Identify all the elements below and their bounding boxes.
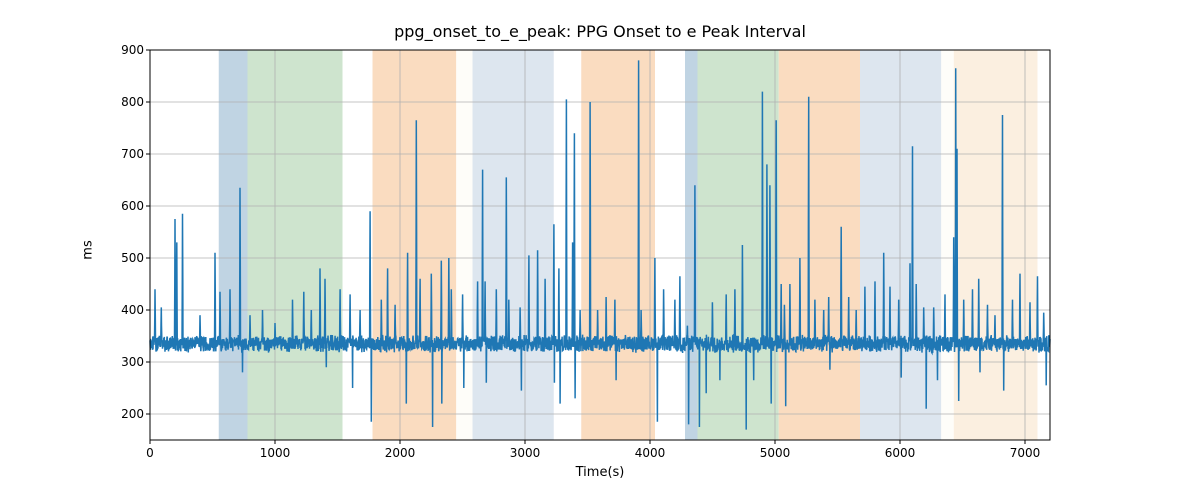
shaded-band xyxy=(473,50,554,440)
shaded-band xyxy=(581,50,655,440)
x-axis-label: Time(s) xyxy=(0,465,1200,480)
x-tick-label: 3000 xyxy=(510,446,541,460)
x-tick-label: 4000 xyxy=(635,446,666,460)
y-tick-label: 500 xyxy=(121,251,144,265)
shaded-band xyxy=(941,50,954,440)
x-tick-label: 7000 xyxy=(1010,446,1041,460)
x-tick-label: 2000 xyxy=(385,446,416,460)
figure: ppg_onset_to_e_peak: PPG Onset to e Peak… xyxy=(0,0,1200,500)
chart-svg xyxy=(150,50,1050,440)
y-tick-label: 700 xyxy=(121,147,144,161)
y-tick-label: 300 xyxy=(121,355,144,369)
x-tick-label: 0 xyxy=(146,446,154,460)
shaded-band xyxy=(248,50,343,440)
y-tick-label: 600 xyxy=(121,199,144,213)
x-tick-label: 1000 xyxy=(260,446,291,460)
y-tick-label: 200 xyxy=(121,407,144,421)
y-tick-label: 900 xyxy=(121,43,144,57)
shaded-band xyxy=(860,50,941,440)
shaded-band xyxy=(373,50,457,440)
shaded-band xyxy=(779,50,860,440)
plot-area: 0100020003000400050006000700020030040050… xyxy=(150,50,1050,440)
chart-title: ppg_onset_to_e_peak: PPG Onset to e Peak… xyxy=(0,22,1200,41)
y-tick-label: 400 xyxy=(121,303,144,317)
shaded-band xyxy=(219,50,248,440)
y-tick-label: 800 xyxy=(121,95,144,109)
x-tick-label: 6000 xyxy=(885,446,916,460)
x-tick-label: 5000 xyxy=(760,446,791,460)
y-axis-label: ms xyxy=(81,240,96,259)
